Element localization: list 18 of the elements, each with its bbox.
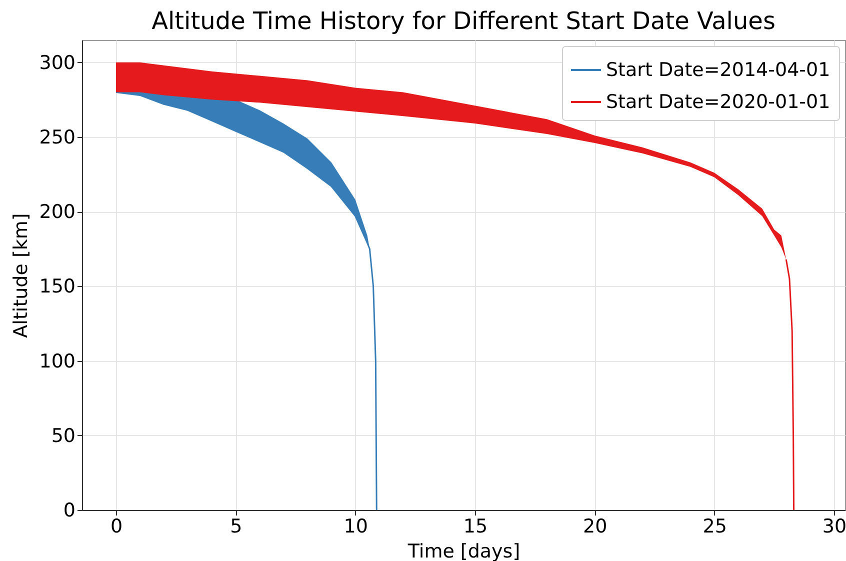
x-tick-label: 5 [230, 516, 242, 538]
y-tick-label: 150 [39, 276, 76, 298]
y-tick-label: 200 [39, 201, 76, 224]
x-tick-label: 0 [110, 516, 123, 538]
legend-label: Start Date=2020-01-01 [606, 91, 830, 113]
chart-title: Altitude Time History for Different Start Date Values [152, 7, 776, 35]
legend-label: Start Date=2014-04-01 [606, 59, 830, 81]
y-axis-title: Altitude [km] [10, 213, 32, 338]
y-tick-label: 0 [63, 500, 76, 522]
x-tick-label: 10 [344, 516, 368, 538]
x-tick-label: 25 [702, 516, 727, 538]
y-tick-label: 300 [39, 52, 76, 74]
y-tick-label: 250 [39, 126, 76, 148]
x-tick-label: 20 [583, 516, 608, 538]
y-tick-label: 50 [51, 424, 76, 447]
y-tick-label: 100 [39, 350, 76, 372]
x-tick-label: 15 [463, 516, 488, 538]
x-tick-label: 30 [822, 516, 846, 538]
